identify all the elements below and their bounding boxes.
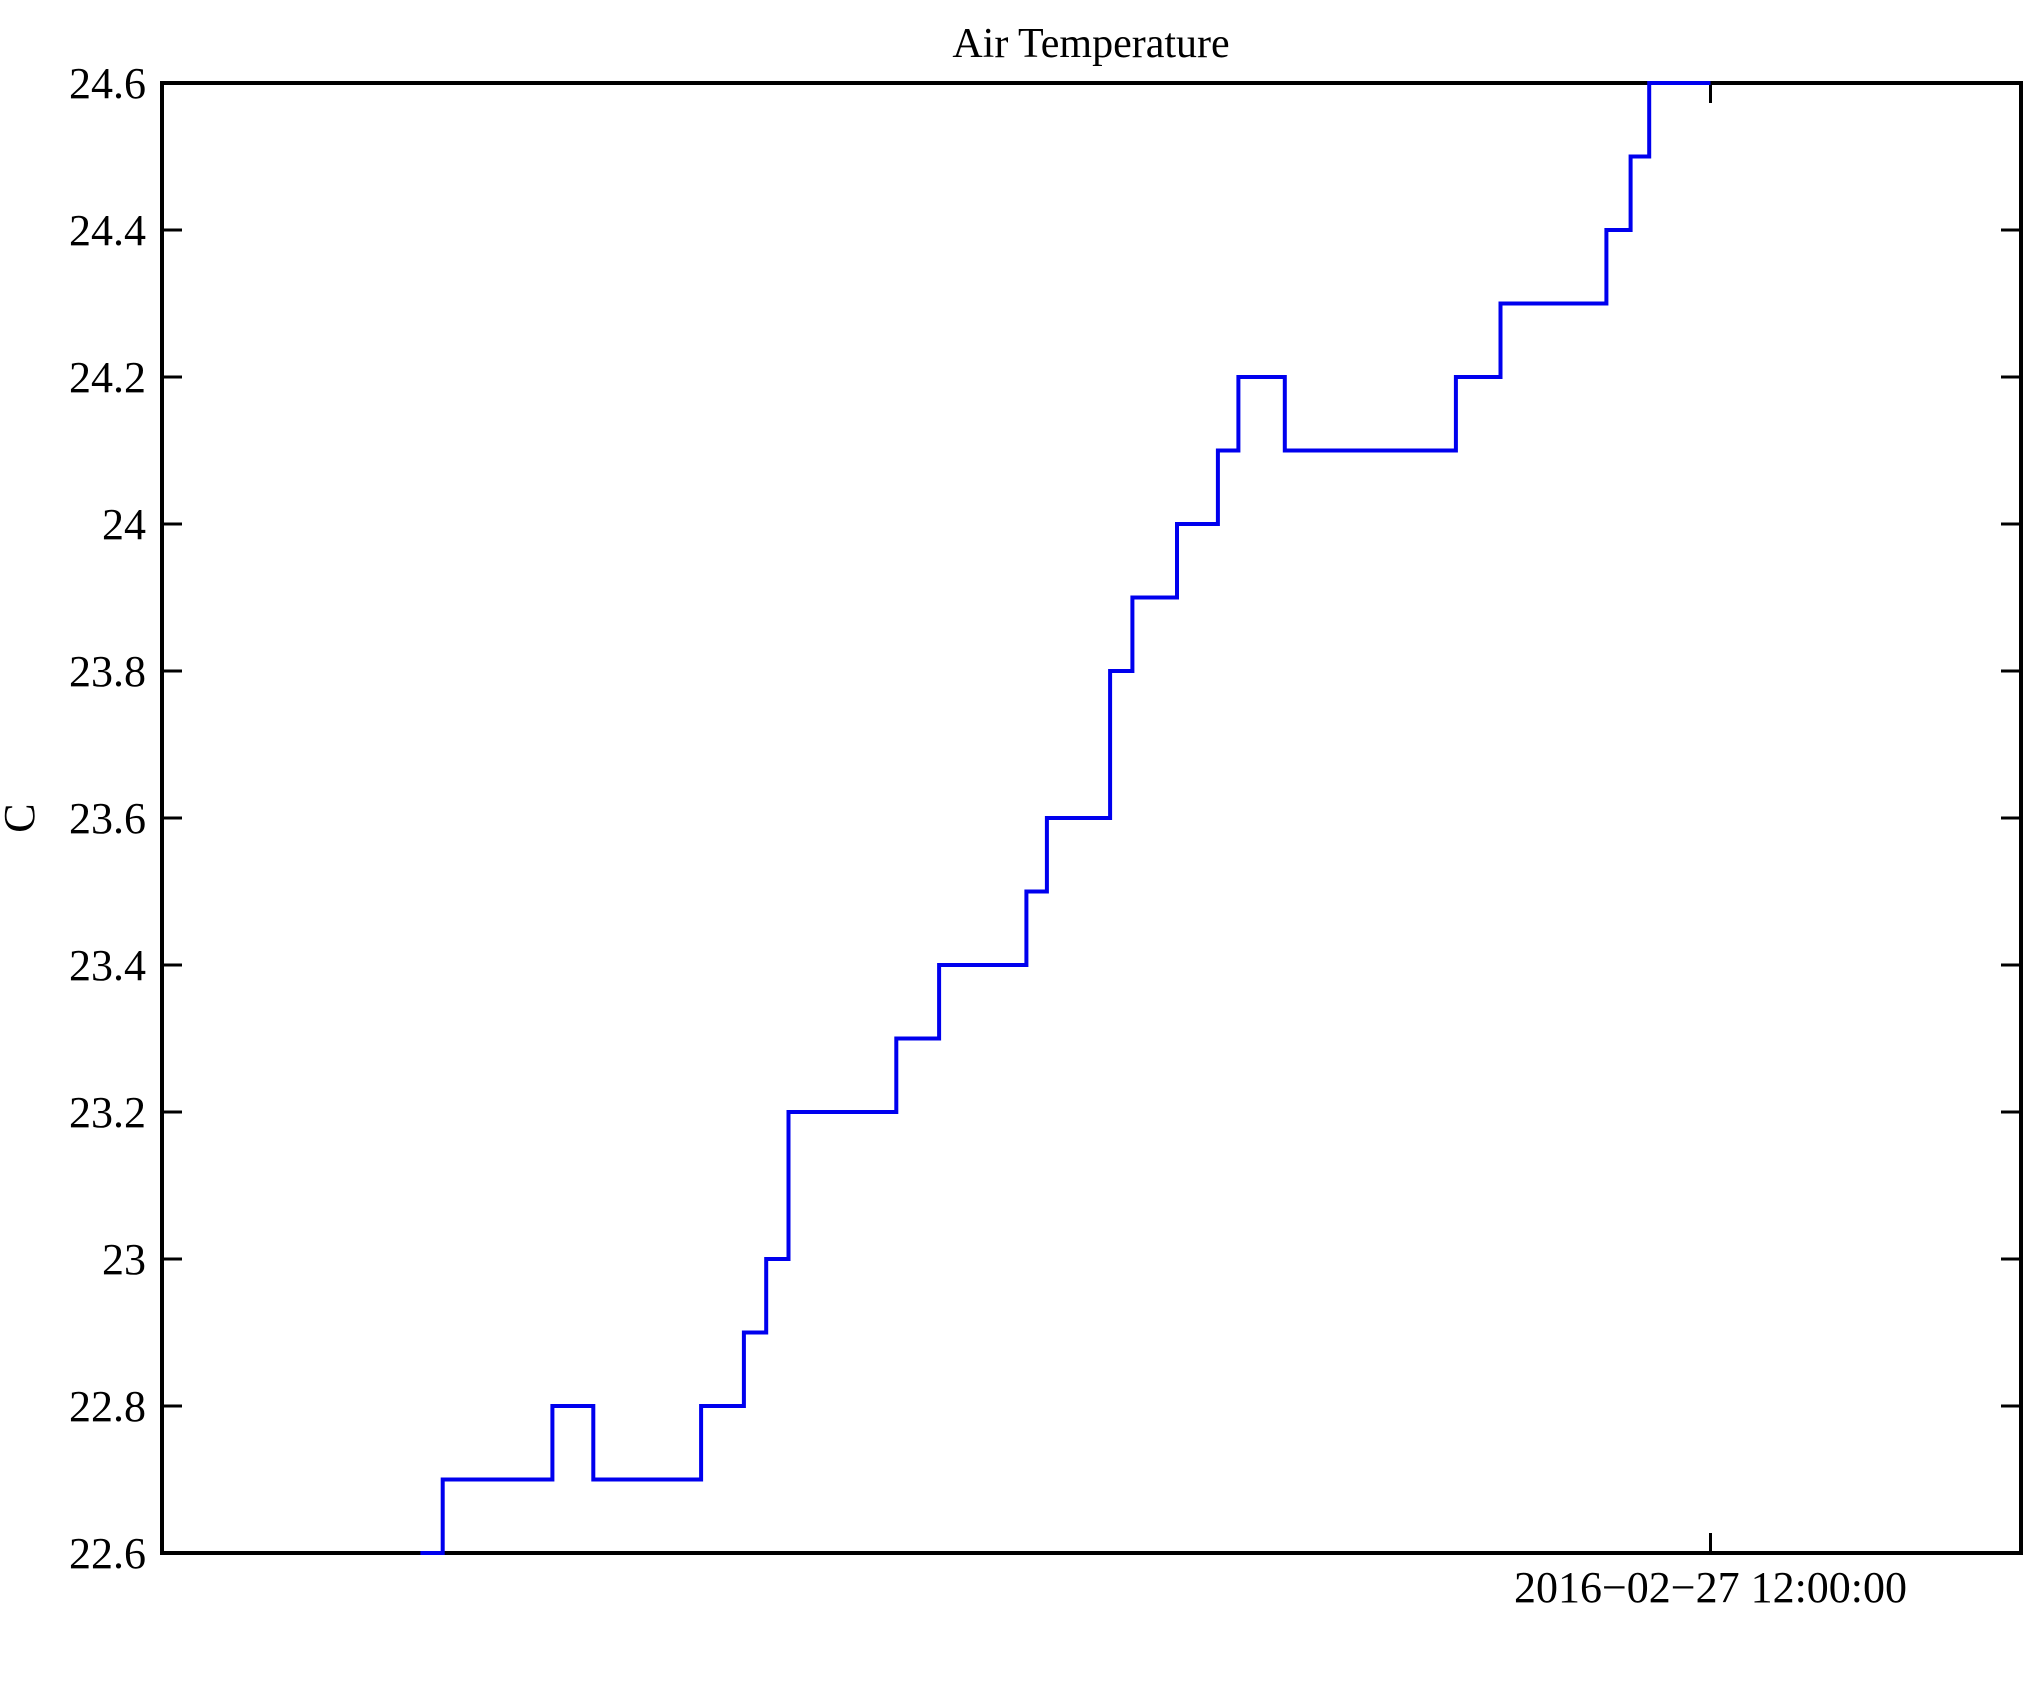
y-tick-label: 23 xyxy=(102,1235,146,1284)
y-tick-label: 24.2 xyxy=(69,353,146,402)
temperature-step-line xyxy=(420,81,1711,1555)
y-tick-label: 24.4 xyxy=(69,206,146,255)
y-tick-label: 23.6 xyxy=(69,794,146,843)
y-tick-label: 24 xyxy=(102,500,146,549)
y-tick-label: 23.4 xyxy=(69,941,146,990)
chart-title: Air Temperature xyxy=(952,21,1229,67)
y-tick-label: 23.2 xyxy=(69,1088,146,1137)
x-tick-label: 2016−02−27 12:00:00 xyxy=(1514,1563,1907,1612)
axes-layer: 22.6 22.8 23 23.2 23.4 23.6 23.8 24 24.2 24.4 24.6… xyxy=(69,59,2023,1612)
y-tick-label: 23.8 xyxy=(69,647,146,696)
y-tick-label: 22.6 xyxy=(69,1529,146,1578)
y-axis-label: C xyxy=(0,803,44,832)
y-tick-label: 22.8 xyxy=(69,1382,146,1431)
series-layer xyxy=(420,81,1711,1555)
y-tick-label: 24.6 xyxy=(69,59,146,108)
